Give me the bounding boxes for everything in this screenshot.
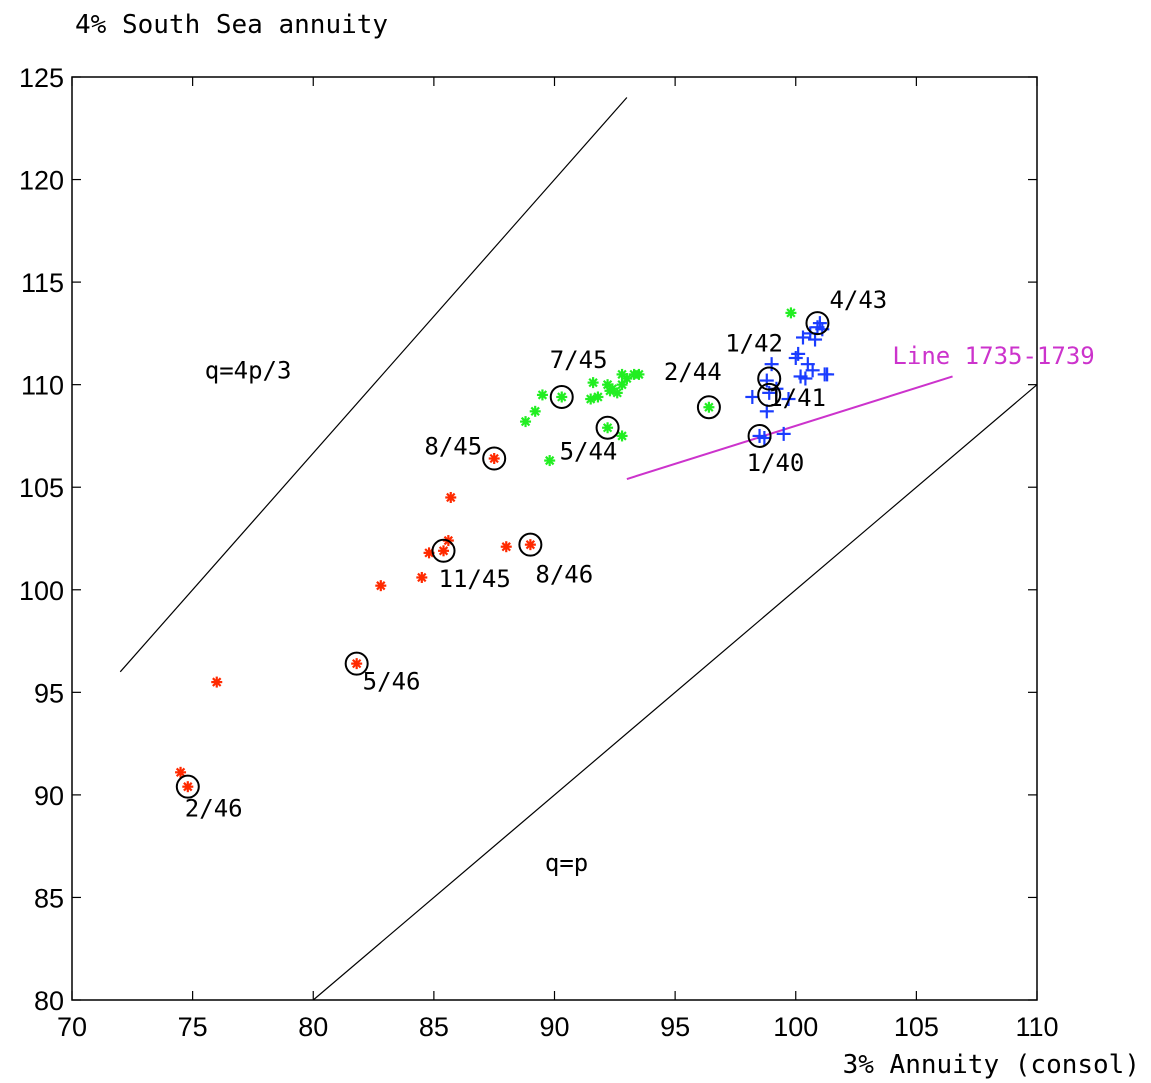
point-label: 4/43	[829, 286, 887, 314]
asterisk-marker	[175, 766, 187, 778]
y-tick-label: 80	[34, 986, 64, 1016]
asterisk-marker	[592, 391, 604, 403]
reference-lines: q=4p/3 q=p Line 1735-1739	[119, 97, 1095, 1001]
y-tick-label: 115	[21, 268, 64, 298]
highlight-circle	[595, 415, 620, 440]
plus-marker	[820, 367, 835, 382]
asterisk-marker	[587, 377, 599, 389]
highlight-circle	[175, 774, 200, 799]
point-label: 5/46	[363, 668, 421, 696]
asterisk-marker	[416, 571, 428, 583]
reference-line-label: q=4p/3	[205, 357, 292, 385]
x-tick-label: 85	[419, 1012, 449, 1042]
asterisk-marker	[556, 391, 568, 403]
asterisk-marker	[351, 658, 363, 670]
reference-line	[119, 97, 628, 673]
asterisk-marker	[445, 491, 457, 503]
plus-marker	[745, 389, 760, 404]
highlight-circle	[431, 538, 456, 563]
asterisk-marker	[785, 307, 797, 319]
y-axis: 80 85 90 95 100 105 110 115 120 125	[19, 63, 1037, 1016]
plus-marker	[812, 316, 827, 331]
asterisk-marker	[616, 430, 628, 442]
x-axis: 70 75 80 85 90 95 100 105 110	[57, 77, 1059, 1042]
asterisk-marker	[633, 368, 645, 380]
asterisk-marker	[211, 676, 223, 688]
asterisk-marker	[524, 539, 536, 551]
x-axis-label: 3% Annuity (consol)	[843, 1050, 1140, 1080]
reference-line-label: q=p	[545, 849, 588, 877]
point-label: 1/41	[768, 384, 826, 412]
y-tick-label: 95	[34, 678, 64, 708]
y-tick-label: 100	[19, 576, 64, 606]
plus-marker	[776, 426, 791, 441]
asterisk-marker	[602, 422, 614, 434]
plus-marker	[781, 392, 796, 407]
highlight-circle	[549, 384, 574, 409]
highlight-circle	[805, 311, 830, 336]
reference-line	[312, 384, 1038, 1001]
asterisk-marker	[602, 379, 614, 391]
y-tick-label: 125	[19, 63, 64, 93]
plus-marker	[798, 371, 813, 386]
plus-marker	[795, 330, 810, 345]
x-tick-label: 90	[539, 1012, 569, 1042]
asterisk-marker	[375, 580, 387, 592]
asterisk-marker	[488, 453, 500, 465]
reference-line	[626, 375, 953, 480]
highlight-circle	[757, 366, 782, 391]
point-label: 5/44	[560, 438, 618, 466]
point-label: 1/40	[747, 449, 805, 477]
point-label: 2/44	[664, 358, 722, 386]
x-tick-label: 70	[57, 1012, 87, 1042]
y-tick-label: 120	[19, 166, 64, 196]
point-label: 8/46	[535, 561, 593, 589]
highlight-circle	[518, 532, 543, 557]
point-label: 8/45	[424, 433, 482, 461]
data-points	[175, 307, 835, 793]
asterisk-marker	[703, 401, 715, 413]
y-tick-label: 85	[34, 883, 64, 913]
plus-marker	[764, 357, 779, 372]
point-label: 1/42	[725, 330, 783, 358]
asterisk-marker	[438, 545, 450, 557]
x-tick-label: 95	[660, 1012, 690, 1042]
asterisk-marker	[520, 416, 532, 428]
point-label: 7/45	[550, 346, 608, 374]
plus-marker	[791, 346, 806, 361]
plus-marker	[757, 430, 772, 445]
highlight-circle	[344, 651, 369, 676]
reference-line-label: Line 1735-1739	[892, 342, 1094, 370]
highlight-circle	[696, 395, 721, 420]
asterisk-marker	[611, 387, 623, 399]
plus-marker	[805, 363, 820, 378]
point-label: 2/46	[185, 795, 243, 823]
chart-title: 4% South Sea annuity	[75, 10, 388, 40]
asterisk-marker	[529, 405, 541, 417]
y-tick-label: 110	[21, 371, 64, 401]
asterisk-marker	[544, 455, 556, 467]
highlight-circle	[757, 382, 782, 407]
x-tick-label: 80	[298, 1012, 328, 1042]
x-tick-label: 105	[894, 1012, 939, 1042]
highlight-circle	[482, 446, 507, 471]
asterisk-marker	[585, 393, 597, 405]
x-tick-label: 100	[773, 1012, 818, 1042]
highlighted-points: 2/46 5/46 11/45 8/46 8/45 7/45 5/44 2/44 1/40 1/4…	[175, 286, 887, 823]
asterisk-marker	[182, 781, 194, 793]
y-tick-label: 105	[19, 473, 64, 503]
y-tick-label: 90	[34, 781, 64, 811]
x-tick-label: 75	[178, 1012, 208, 1042]
point-label: 11/45	[439, 565, 511, 593]
x-tick-label: 110	[1015, 1012, 1058, 1042]
asterisk-marker	[500, 541, 512, 553]
plus-marker	[762, 385, 777, 400]
asterisk-marker	[536, 389, 548, 401]
highlight-circle	[747, 423, 772, 448]
plus-marker	[759, 373, 774, 388]
